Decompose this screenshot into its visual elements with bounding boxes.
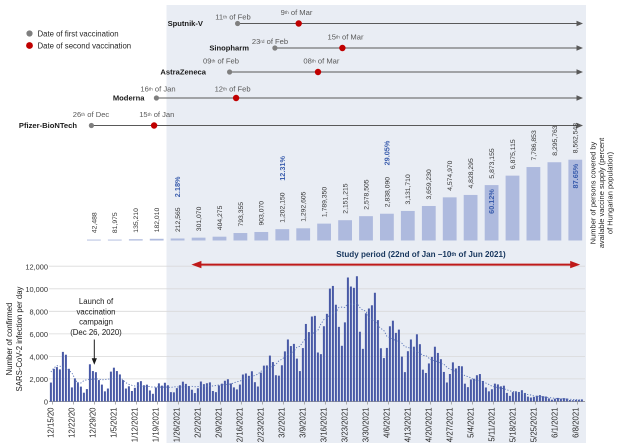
- svg-text:3/23/2021: 3/23/2021: [341, 408, 350, 443]
- svg-text:903,070: 903,070: [259, 201, 266, 226]
- svg-text:1/5/2021: 1/5/2021: [110, 408, 119, 438]
- svg-text:09th of Feb: 09th of Feb: [203, 57, 239, 66]
- svg-text:29.05%: 29.05%: [383, 140, 392, 165]
- svg-text:11th of Feb: 11th of Feb: [215, 13, 250, 22]
- svg-text:4,574,970: 4,574,970: [447, 160, 454, 190]
- svg-text:212,565: 212,565: [175, 207, 182, 232]
- svg-text:Sinopharm: Sinopharm: [209, 44, 249, 53]
- svg-text:301,070: 301,070: [196, 206, 203, 231]
- svg-text:1/19/2021: 1/19/2021: [152, 408, 161, 443]
- svg-text:1,789,350: 1,789,350: [322, 187, 329, 217]
- svg-text:1,202,150: 1,202,150: [280, 192, 287, 222]
- svg-text:81,975: 81,975: [112, 212, 119, 233]
- svg-text:of Hungarian population): of Hungarian population): [606, 151, 615, 234]
- svg-text:Date of second vaccination: Date of second vaccination: [38, 41, 132, 50]
- svg-text:6/1/2021: 6/1/2021: [551, 408, 560, 438]
- svg-text:182,010: 182,010: [154, 208, 161, 233]
- svg-text:1,292,605: 1,292,605: [301, 191, 308, 221]
- svg-text:6,875,115: 6,875,115: [510, 139, 517, 169]
- svg-text:Number of confirmed: Number of confirmed: [5, 303, 14, 376]
- svg-text:Sputnik-V: Sputnik-V: [168, 19, 204, 28]
- svg-text:6/8/2021: 6/8/2021: [572, 408, 581, 438]
- svg-text:4,828,295: 4,828,295: [468, 158, 475, 188]
- svg-text:15th of Mar: 15th of Mar: [327, 33, 363, 42]
- svg-text:12th of Feb: 12th of Feb: [215, 85, 251, 94]
- svg-text:5/18/2021: 5/18/2021: [509, 408, 518, 443]
- svg-text:5/25/2021: 5/25/2021: [530, 408, 539, 443]
- svg-text:0: 0: [44, 398, 48, 407]
- svg-text:3/30/2021: 3/30/2021: [362, 408, 371, 443]
- svg-text:Moderna: Moderna: [113, 94, 145, 103]
- svg-text:2,578,505: 2,578,505: [363, 179, 370, 209]
- svg-text:404,275: 404,275: [217, 205, 224, 230]
- svg-text:4/13/2021: 4/13/2021: [404, 408, 413, 443]
- svg-text:9th of Mar: 9th of Mar: [281, 8, 313, 17]
- svg-text:campaign: campaign: [79, 318, 113, 327]
- svg-text:6,000: 6,000: [30, 330, 49, 339]
- svg-text:5/4/2021: 5/4/2021: [467, 408, 476, 438]
- svg-text:12/22/20: 12/22/20: [68, 407, 77, 438]
- svg-text:08th of Mar: 08th of Mar: [303, 57, 339, 66]
- svg-text:15th of Jan: 15th of Jan: [139, 110, 174, 119]
- svg-text:1/26/2021: 1/26/2021: [173, 408, 182, 443]
- svg-text:12.31%: 12.31%: [278, 156, 287, 181]
- svg-text:12,000: 12,000: [25, 262, 48, 271]
- svg-text:5,873,155: 5,873,155: [489, 148, 496, 178]
- svg-text:87.65%: 87.65%: [571, 163, 580, 188]
- svg-text:2,000: 2,000: [30, 375, 49, 384]
- svg-text:Launch of: Launch of: [79, 297, 114, 306]
- svg-text:4/20/2021: 4/20/2021: [425, 408, 434, 443]
- svg-text:2/16/2021: 2/16/2021: [236, 408, 245, 443]
- svg-text:16th of Jan: 16th of Jan: [140, 85, 175, 94]
- svg-text:8,000: 8,000: [30, 308, 49, 317]
- svg-text:7,786,853: 7,786,853: [531, 130, 538, 160]
- svg-text:2,838,090: 2,838,090: [384, 177, 391, 207]
- svg-text:3/16/2021: 3/16/2021: [320, 408, 329, 443]
- svg-text:8,562,548: 8,562,548: [573, 123, 580, 153]
- svg-text:12/15/20: 12/15/20: [47, 407, 56, 438]
- svg-text:12/29/20: 12/29/20: [89, 407, 98, 438]
- svg-text:2/2/2021: 2/2/2021: [194, 408, 203, 438]
- svg-text:4,000: 4,000: [30, 353, 49, 362]
- svg-text:Pfizer-BioNTech: Pfizer-BioNTech: [19, 121, 77, 130]
- svg-text:4/27/2021: 4/27/2021: [446, 408, 455, 443]
- svg-text:3/9/2021: 3/9/2021: [299, 408, 308, 438]
- svg-text:793,355: 793,355: [238, 202, 245, 227]
- svg-text:2.18%: 2.18%: [173, 176, 182, 197]
- svg-text:2/23/2021: 2/23/2021: [257, 408, 266, 443]
- svg-text:23rd of Feb: 23rd of Feb: [252, 37, 288, 46]
- svg-text:42,488: 42,488: [91, 212, 98, 233]
- svg-text:26th of Dec: 26th of Dec: [73, 110, 110, 119]
- svg-text:Number of persons covered by: Number of persons covered by: [589, 141, 598, 244]
- svg-text:5/11/2021: 5/11/2021: [488, 408, 497, 442]
- svg-text:2,151,215: 2,151,215: [343, 183, 350, 213]
- svg-text:3/2/2021: 3/2/2021: [278, 408, 287, 438]
- svg-text:available vaccine supply (perc: available vaccine supply (percent: [597, 137, 606, 248]
- svg-text:2/9/2021: 2/9/2021: [215, 408, 224, 438]
- svg-text:3,659,230: 3,659,230: [426, 169, 433, 199]
- svg-text:60.12%: 60.12%: [487, 189, 496, 214]
- svg-text:SARS-CoV-2 infection per day: SARS-CoV-2 infection per day: [15, 286, 24, 391]
- svg-text:Date of first vaccination: Date of first vaccination: [38, 29, 119, 38]
- svg-text:135,210: 135,210: [133, 208, 140, 233]
- svg-text:8,295,763: 8,295,763: [552, 125, 559, 155]
- svg-text:(Dec 26, 2020): (Dec 26, 2020): [70, 328, 122, 337]
- svg-text:Study period (22nd of Jan –10t: Study period (22nd of Jan –10th of Jun 2…: [336, 250, 506, 259]
- svg-text:vaccination: vaccination: [76, 307, 115, 316]
- svg-text:1/12/2021: 1/12/2021: [131, 408, 140, 443]
- svg-text:AstraZeneca: AstraZeneca: [160, 68, 206, 77]
- svg-text:3,131,710: 3,131,710: [405, 174, 412, 204]
- svg-text:4/6/2021: 4/6/2021: [383, 408, 392, 438]
- svg-text:10,000: 10,000: [25, 285, 48, 294]
